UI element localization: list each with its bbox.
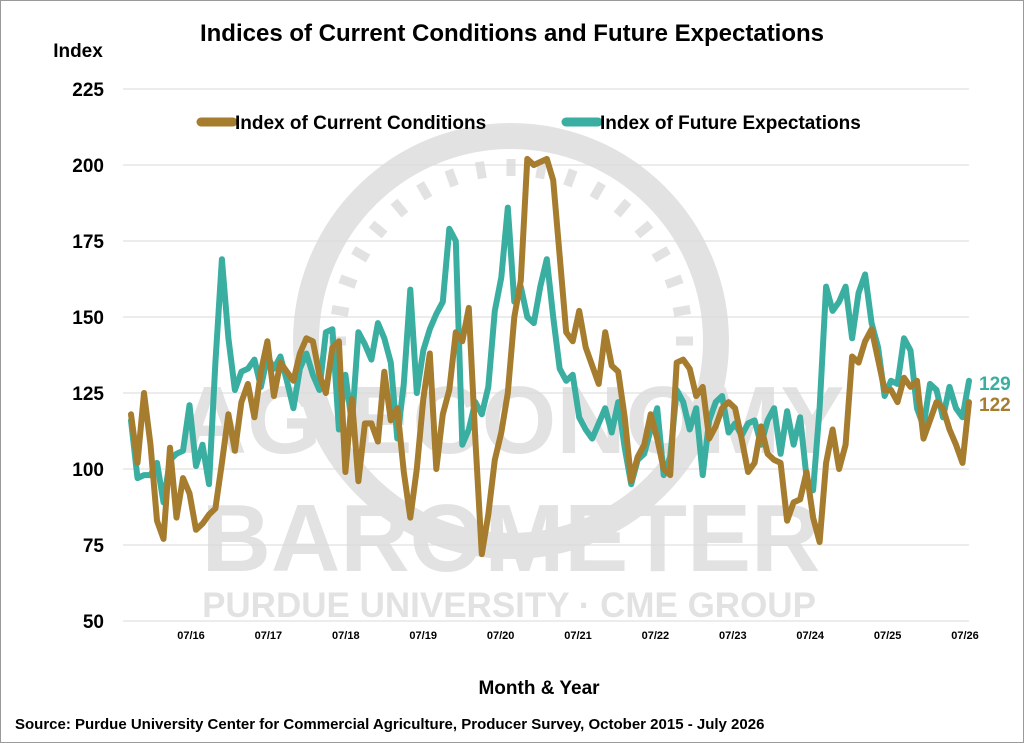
x-tick-label: 07/24 bbox=[796, 630, 824, 642]
legend-label-current: Index of Current Conditions bbox=[235, 113, 486, 134]
watermark-dial-tick bbox=[664, 274, 684, 289]
watermark-line-3: PURDUE UNIVERSITY · CME GROUP bbox=[202, 586, 816, 625]
watermark-dial-tick bbox=[390, 198, 409, 218]
chart-title: Indices of Current Conditions and Future… bbox=[200, 20, 824, 47]
x-tick-label: 07/20 bbox=[487, 630, 515, 642]
watermark-dial-tick bbox=[589, 181, 606, 201]
y-tick-label: 100 bbox=[72, 460, 104, 481]
x-tick-label: 07/19 bbox=[409, 630, 437, 642]
end-label-current: 122 bbox=[979, 395, 1011, 416]
end-label-future: 129 bbox=[979, 374, 1011, 395]
x-tick-label: 07/23 bbox=[719, 630, 747, 642]
x-tick-label: 07/17 bbox=[255, 630, 283, 642]
y-tick-label: 225 bbox=[72, 80, 104, 101]
series-line-current-conditions bbox=[128, 155, 972, 558]
watermark-dial-tick bbox=[651, 246, 671, 263]
watermark-dial-tick bbox=[474, 160, 487, 180]
watermark-dial-tick bbox=[416, 181, 433, 201]
x-tick-label: 07/18 bbox=[332, 630, 360, 642]
watermark-dial-tick bbox=[563, 168, 578, 188]
y-tick-label: 125 bbox=[72, 384, 104, 405]
watermark-dial-tick bbox=[672, 304, 692, 317]
watermark-dial-tick bbox=[634, 220, 654, 239]
x-tick-labels: 07/16 07/17 07/18 07/19 07/20 07/21 07/22 07/23… bbox=[177, 630, 979, 642]
x-tick-label: 07/26 bbox=[951, 630, 979, 642]
watermark-line-2: BAROMETER bbox=[202, 485, 821, 592]
y-tick-label: 75 bbox=[83, 536, 105, 557]
legend-label-future: Index of Future Expectations bbox=[600, 113, 861, 134]
x-tick-label: 07/21 bbox=[564, 630, 592, 642]
y-tick-label: 50 bbox=[83, 612, 104, 633]
watermark-dial-tick bbox=[338, 274, 358, 289]
y-tick-label: 200 bbox=[72, 156, 104, 177]
y-tick-labels: 50 75 100 125 150 175 200 225 bbox=[72, 80, 104, 633]
x-axis-label: Month & Year bbox=[478, 678, 600, 699]
watermark-dial-tick bbox=[613, 198, 632, 218]
y-tick-label: 175 bbox=[72, 232, 104, 253]
source-note: Source: Purdue University Center for Com… bbox=[15, 716, 764, 733]
watermark-dial-tick bbox=[444, 168, 459, 188]
x-tick-label: 07/16 bbox=[177, 630, 205, 642]
y-tick-label: 150 bbox=[72, 308, 104, 329]
x-tick-label: 07/25 bbox=[874, 630, 902, 642]
watermark-dial-tick bbox=[368, 220, 388, 239]
watermark-dial-tick bbox=[330, 304, 350, 317]
y-axis-label: Index bbox=[53, 41, 103, 62]
legend: Index of Current Conditions Index of Fut… bbox=[196, 113, 861, 134]
series-lines bbox=[128, 155, 972, 558]
x-tick-label: 07/22 bbox=[642, 630, 670, 642]
watermark-dial-tick bbox=[351, 246, 371, 263]
